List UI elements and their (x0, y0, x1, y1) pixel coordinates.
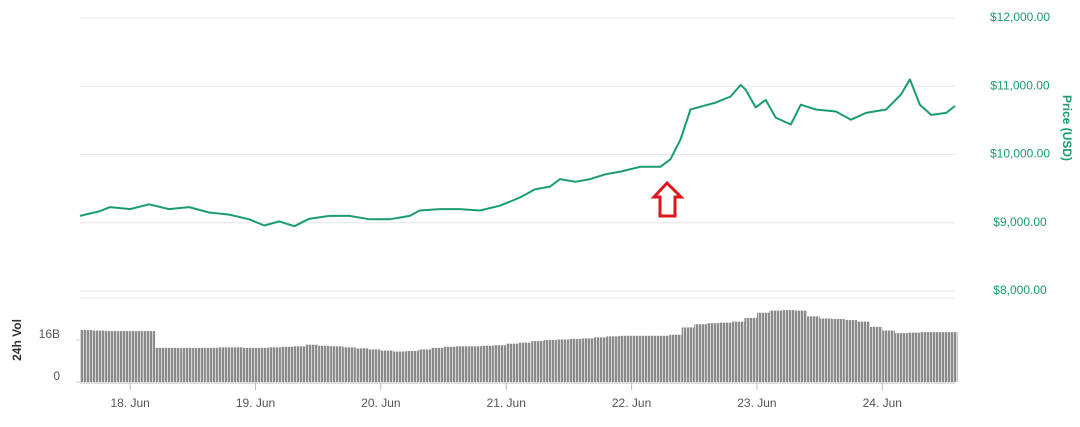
volume-bar (506, 343, 519, 382)
x-tick-label: 24. Jun (863, 396, 902, 410)
volume-bar (167, 347, 181, 382)
volume-axis-label: 24h Vol (10, 319, 24, 361)
volume-bar (368, 349, 381, 382)
volume-bar (832, 319, 845, 382)
volume-bar (105, 331, 118, 382)
volume-bar (142, 331, 156, 382)
volume-bar (619, 335, 632, 382)
volume-bar (694, 324, 707, 382)
volume-bar (944, 332, 958, 382)
volume-bar (255, 347, 269, 382)
volume-bar (857, 321, 870, 382)
volume-bar (468, 346, 482, 382)
volume-bar (418, 349, 432, 382)
volume-bar (180, 347, 193, 382)
volume-bar (155, 347, 168, 382)
volume-bar (731, 321, 745, 382)
x-tick-label: 23. Jun (737, 396, 776, 410)
volume-bar (205, 347, 218, 382)
x-tick-label: 20. Jun (361, 396, 400, 410)
volume-bar (794, 310, 808, 382)
volume-bar (456, 346, 469, 382)
annotation-arrow (650, 180, 685, 218)
volume-bar (681, 327, 695, 382)
x-tick-label: 18. Jun (110, 396, 149, 410)
volume-bar (631, 335, 645, 382)
y-tick-label: $8,000.00 (993, 283, 1047, 297)
volume-bar (230, 347, 243, 382)
volume-bar (330, 346, 344, 382)
volume-bar (117, 331, 131, 382)
volume-bar (869, 326, 883, 382)
x-tick-label: 21. Jun (487, 396, 526, 410)
volume-bar (782, 310, 795, 382)
volume-bar (493, 345, 507, 382)
volume-bar (719, 322, 732, 382)
volume-bar (217, 347, 231, 382)
volume-bar (669, 334, 682, 382)
volume-bar (593, 337, 607, 382)
volume-bar (606, 336, 620, 382)
volume-bar (568, 338, 582, 382)
volume-bar (932, 332, 945, 382)
volume-bar (907, 332, 920, 382)
volume-bar (380, 350, 394, 382)
volume-bar (656, 335, 670, 382)
volume-bar (280, 346, 294, 382)
volume-bar (769, 310, 783, 382)
volume-bar (405, 351, 419, 382)
y-tick-label: 16B (39, 327, 60, 341)
price-line (79, 78, 956, 228)
volume-bar (518, 342, 532, 382)
x-tick-label: 22. Jun (612, 396, 651, 410)
volume-bar (305, 344, 319, 382)
volume-bar (882, 330, 895, 382)
volume-bar (92, 330, 106, 382)
volume-bar (844, 320, 858, 382)
volume-bar (242, 347, 256, 382)
y-tick-label: $12,000.00 (990, 10, 1050, 24)
y-tick-label: $9,000.00 (993, 215, 1047, 229)
price-axis-label: Price (USD) (1060, 95, 1074, 161)
y-tick-label: $10,000.00 (990, 147, 1050, 161)
volume-bar (756, 312, 770, 382)
y-tick-label: 0 (53, 369, 60, 383)
volume-bar (80, 330, 93, 382)
volume-bar (355, 348, 369, 382)
volume-bar (192, 347, 206, 382)
volume-bar (431, 347, 444, 382)
volume-bar (268, 347, 281, 382)
volume-bar (130, 331, 143, 382)
volume-bar (894, 333, 908, 382)
volume-bar (919, 332, 933, 382)
volume-bar (293, 346, 306, 382)
volume-bar (819, 318, 833, 382)
y-tick-label: $11,000.00 (990, 78, 1049, 92)
volume-bar (807, 316, 820, 382)
volume-bar (744, 317, 757, 382)
volume-bar (343, 347, 356, 382)
volume-bar (393, 351, 406, 382)
volume-bar (481, 345, 494, 382)
volume-bar (644, 335, 657, 382)
volume-bar (581, 338, 594, 382)
volume-bar (556, 339, 569, 382)
volume-bar (531, 341, 544, 382)
volume-bar (443, 346, 457, 382)
volume-bar (543, 340, 557, 382)
volume-bar (706, 323, 720, 382)
volume-bar (318, 345, 331, 382)
x-tick-label: 19. Jun (236, 396, 275, 410)
